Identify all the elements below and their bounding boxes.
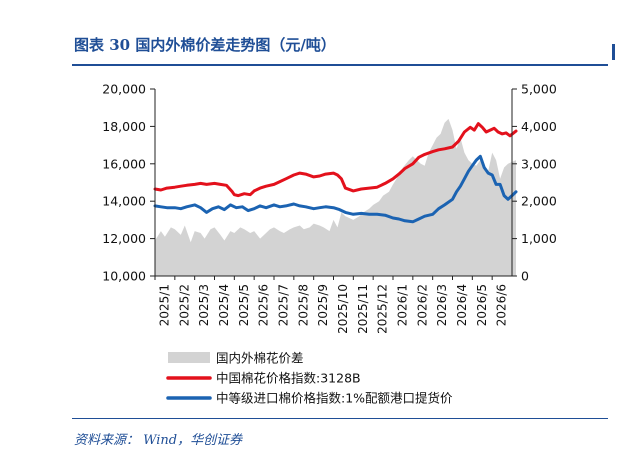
y-left-tick-label: 20,000 xyxy=(102,82,146,97)
edge-mark xyxy=(612,44,615,60)
legend-label-1: 中国棉花价格指数:3128B xyxy=(216,371,361,386)
x-tick-label: 2026/6 xyxy=(495,284,509,326)
legend-swatch-0 xyxy=(168,352,210,363)
y-left-tick-label: 12,000 xyxy=(102,231,146,246)
x-tick-label: 2025/8 xyxy=(296,284,310,326)
x-tick-label: 2025/11 xyxy=(356,284,370,334)
legend-label-0: 国内外棉花价差 xyxy=(216,351,304,366)
y-left-tick-label: 18,000 xyxy=(102,119,146,134)
series-line-2 xyxy=(153,154,518,224)
x-tick-label: 2026/4 xyxy=(455,284,469,326)
y-left-tick-label: 10,000 xyxy=(102,269,146,284)
x-tick-label: 2025/5 xyxy=(237,284,251,326)
x-tick-label: 2025/3 xyxy=(197,284,211,326)
y-right-tick-label: 1,000 xyxy=(521,231,557,246)
source-note: 资料来源： Wind，华创证券 xyxy=(74,433,243,448)
bottom-rule xyxy=(72,418,608,419)
x-tick-label: 2025/9 xyxy=(316,284,330,326)
y-right-tick-label: 4,000 xyxy=(521,119,557,134)
series-area-0 xyxy=(155,118,516,277)
x-tick-label: 2025/2 xyxy=(177,284,191,326)
x-tick-label: 2026/3 xyxy=(435,284,449,326)
title-rule xyxy=(72,64,608,66)
x-tick-label: 2025/4 xyxy=(217,284,231,326)
x-tick-label: 2026/1 xyxy=(395,284,409,326)
y-right-tick-label: 5,000 xyxy=(521,82,557,97)
y-right-tick-label: 3,000 xyxy=(521,156,557,171)
x-tick-label: 2025/1 xyxy=(157,284,171,326)
x-tick-label: 2026/5 xyxy=(475,284,489,326)
chart-title: 图表 30 国内外棉价差走势图（元/吨） xyxy=(74,36,336,54)
y-left-tick-label: 14,000 xyxy=(102,194,146,209)
x-tick-label: 2026/2 xyxy=(415,284,429,326)
y-left-tick-label: 16,000 xyxy=(102,156,146,171)
x-tick-label: 2025/7 xyxy=(276,284,290,326)
y-right-tick-label: 0 xyxy=(521,269,529,284)
series-line-1 xyxy=(153,122,518,198)
x-tick-label: 2025/12 xyxy=(376,284,390,334)
x-tick-label: 2025/10 xyxy=(336,284,350,334)
y-right-tick-label: 2,000 xyxy=(521,194,557,209)
x-tick-label: 2025/6 xyxy=(257,284,271,326)
legend-label-2: 中等级进口棉价格指数:1%配额港口提货价 xyxy=(216,391,453,406)
